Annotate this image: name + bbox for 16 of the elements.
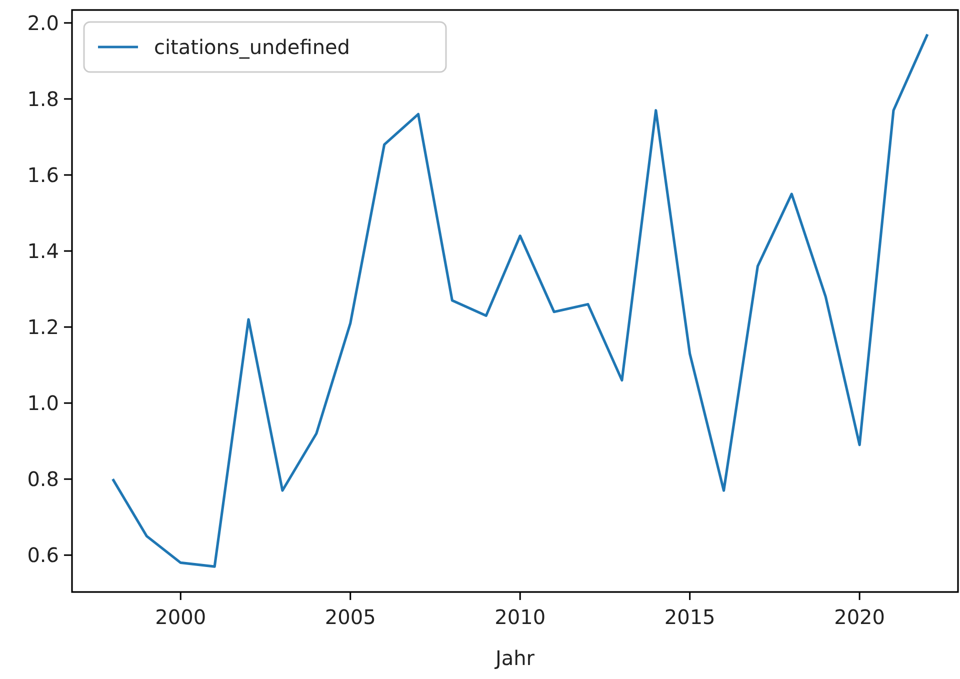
y-tick-label: 1.4 <box>27 239 59 264</box>
x-tick-label: 2010 <box>494 605 546 629</box>
x-tick-label: 2020 <box>834 605 886 629</box>
legend-label: citations_undefined <box>154 35 350 59</box>
y-tick-label: 2.0 <box>27 10 59 35</box>
x-axis-title: Jahr <box>493 646 536 670</box>
y-tick-label: 1.8 <box>27 86 59 111</box>
y-tick-label: 0.8 <box>27 467 59 492</box>
y-tick-label: 0.6 <box>27 543 59 568</box>
y-tick-label: 1.0 <box>27 391 59 416</box>
x-tick-label: 2015 <box>664 605 716 629</box>
x-tick-label: 2005 <box>324 605 376 629</box>
line-series <box>111 33 929 568</box>
y-tick-label: 1.6 <box>27 162 59 187</box>
x-tick-label: 2000 <box>155 605 206 629</box>
y-tick-label: 1.2 <box>27 315 59 340</box>
